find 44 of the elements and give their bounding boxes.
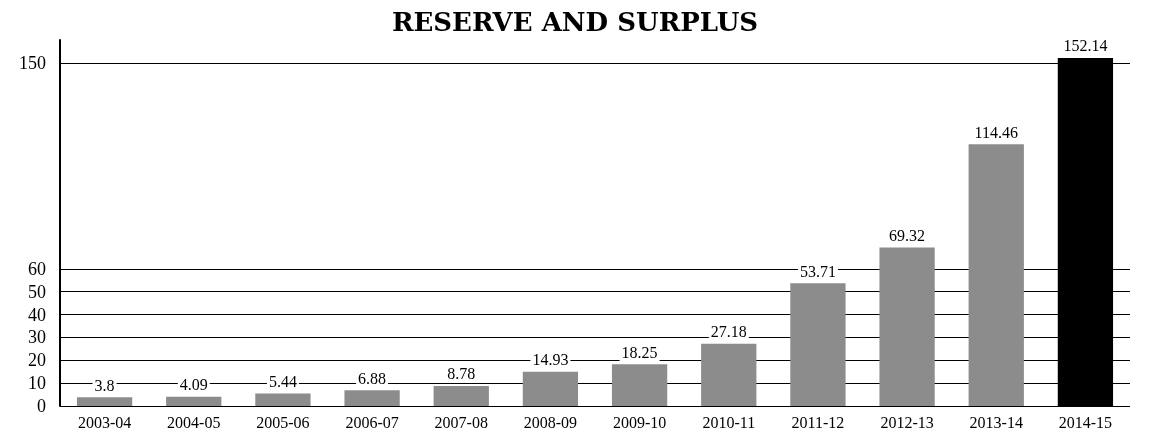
data-label: 3.8 <box>94 376 115 394</box>
bar <box>344 390 400 406</box>
bar <box>76 397 133 406</box>
data-label: 69.32 <box>889 226 926 244</box>
y-tick-label: 50 <box>28 281 46 302</box>
bar <box>522 371 579 406</box>
data-label: 53.71 <box>799 262 836 280</box>
bar <box>255 393 311 406</box>
x-tick-label: 2010-11 <box>702 413 756 431</box>
data-label: 8.78 <box>447 365 476 383</box>
y-tick-label: 40 <box>28 304 46 325</box>
x-tick-label: 2007-08 <box>434 413 488 431</box>
bar <box>701 343 757 406</box>
x-tick-label: 2009-10 <box>612 413 667 431</box>
data-label: 152.14 <box>1063 37 1108 55</box>
x-tick-label: 2013-14 <box>969 413 1023 431</box>
data-label: 5.44 <box>268 373 297 391</box>
bar <box>790 283 846 406</box>
data-label: 114.46 <box>974 123 1018 141</box>
y-tick-label: 10 <box>28 373 46 394</box>
bar <box>433 385 489 406</box>
x-tick-label: 2011-12 <box>791 413 845 431</box>
bar <box>166 396 222 406</box>
x-tick-label: 2006-07 <box>345 413 399 431</box>
y-tick-label: 60 <box>28 258 46 279</box>
x-tick-label: 2004-05 <box>167 413 221 431</box>
bar <box>968 144 1024 406</box>
data-label: 18.25 <box>621 343 658 361</box>
x-tick-label: 2008-09 <box>523 413 578 431</box>
chart-title: RESERVE AND SURPLUS <box>391 7 759 37</box>
data-label: 6.88 <box>358 369 387 387</box>
x-tick-label: 2014-15 <box>1058 413 1113 431</box>
y-tick-label: 0 <box>37 396 46 416</box>
data-label: 14.93 <box>532 351 569 369</box>
y-tick-label: 20 <box>28 350 46 371</box>
data-label: 4.09 <box>179 376 208 394</box>
data-label: 27.18 <box>710 323 747 341</box>
bar <box>611 364 668 406</box>
y-tick-label: 150 <box>19 52 46 73</box>
x-tick-label: 2012-13 <box>880 413 934 431</box>
x-tick-label: 2003-04 <box>77 413 132 431</box>
y-tick-label: 30 <box>28 327 46 348</box>
x-tick-label: 2005-06 <box>256 413 310 431</box>
bar <box>879 247 935 406</box>
